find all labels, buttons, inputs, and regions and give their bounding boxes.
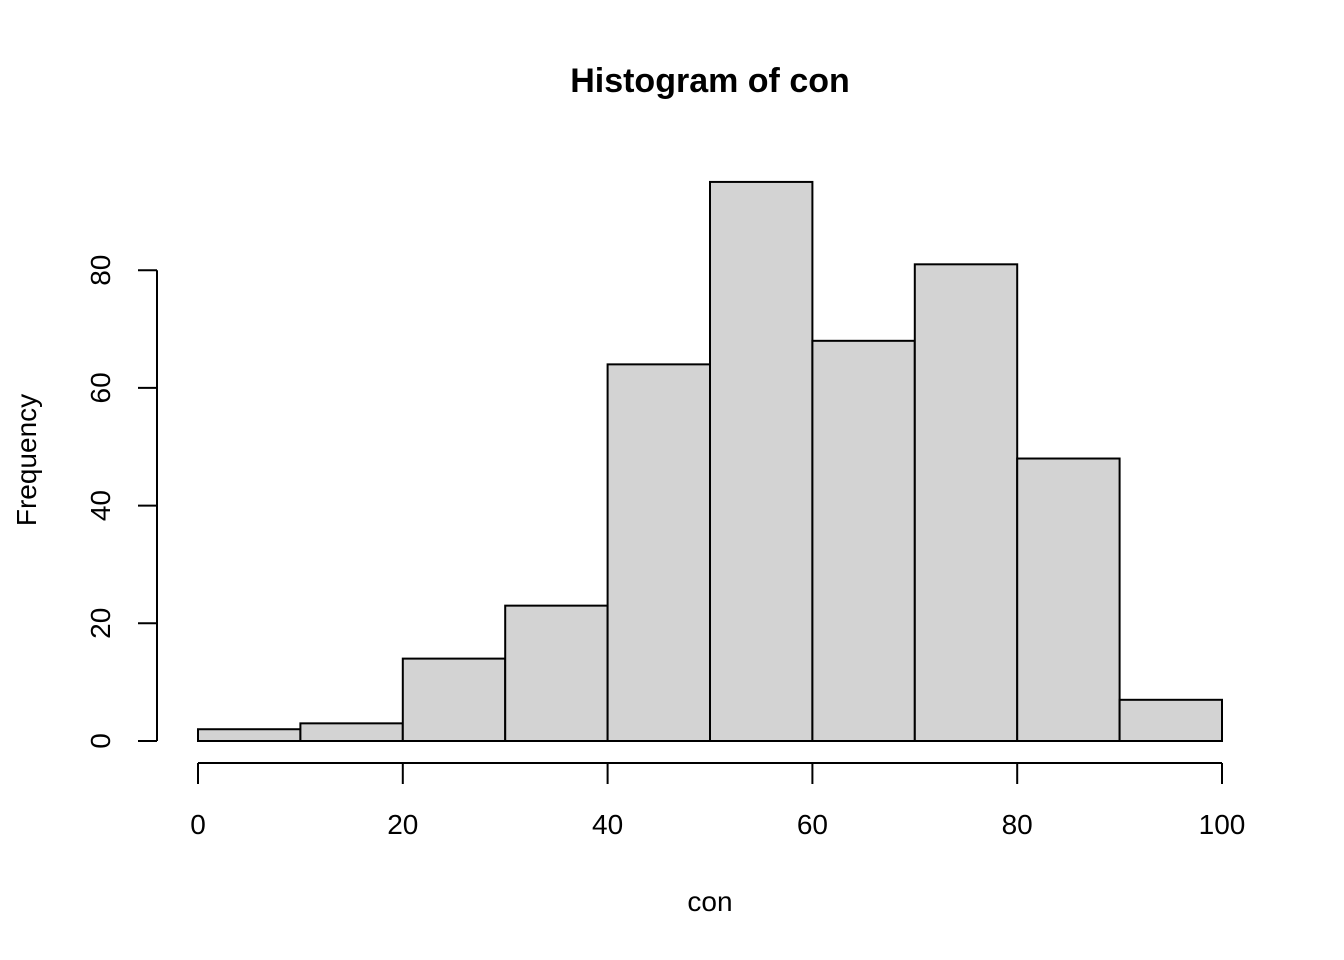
x-tick-label: 0: [190, 809, 206, 840]
bars-group: [197, 180, 1223, 743]
x-tick-label: 80: [1002, 809, 1033, 840]
histogram-bar: [709, 180, 814, 743]
x-tick-label: 20: [387, 809, 418, 840]
y-tick-label: 80: [85, 255, 116, 286]
histogram-bar: [401, 657, 507, 742]
x-axis-label: con: [687, 886, 732, 917]
y-tick-label: 60: [85, 372, 116, 403]
histogram-bar: [1118, 698, 1223, 742]
histogram-bar: [913, 263, 1019, 742]
histogram-bar: [299, 722, 404, 742]
y-tick-label: 20: [85, 608, 116, 639]
y-tick-label: 0: [85, 733, 116, 749]
y-tick-label: 40: [85, 490, 116, 521]
x-tick-label: 60: [797, 809, 828, 840]
x-tick-label: 100: [1199, 809, 1246, 840]
histogram-bar: [1016, 457, 1121, 742]
histogram-bar: [606, 363, 711, 742]
y-axis: 0 20 40 60 80: [85, 255, 158, 749]
chart-title: Histogram of con: [570, 62, 850, 100]
x-tick-label: 40: [592, 809, 623, 840]
y-axis-label: Frequency: [11, 394, 42, 526]
histogram-bar: [504, 604, 609, 743]
x-axis: 0 20 40 60 80 100: [190, 762, 1246, 840]
histogram-bar: [197, 728, 302, 742]
histogram-bar: [811, 339, 916, 742]
